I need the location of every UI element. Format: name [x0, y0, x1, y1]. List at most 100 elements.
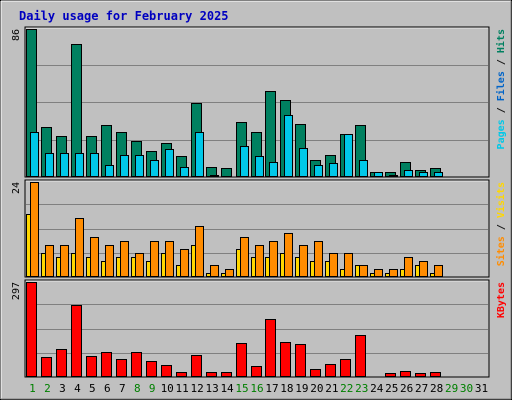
bar-kbytes-day-14 [221, 372, 232, 377]
bar-sites-day-24 [374, 269, 383, 277]
bar-sites-day-25 [389, 269, 398, 277]
bar-kbytes-day-15 [236, 343, 247, 377]
legend: Pages / Files / Hits [495, 29, 507, 149]
bar-files-day-10 [165, 149, 174, 177]
bar-hits-day-14 [221, 168, 232, 177]
legend-entry: / [496, 218, 507, 236]
day-label: 29 [445, 382, 458, 395]
bar-sites-day-2 [45, 245, 54, 277]
y-max-label: 297 [11, 282, 22, 300]
day-label: 7 [119, 382, 126, 395]
bar-files-day-25 [389, 175, 398, 177]
day-label: 19 [295, 382, 308, 395]
bar-kbytes-day-28 [430, 372, 441, 377]
bar-sites-day-4 [75, 218, 84, 277]
bar-files-day-9 [150, 160, 159, 177]
bar-files-day-11 [180, 167, 189, 177]
bar-sites-day-3 [60, 245, 69, 277]
bar-sites-day-13 [210, 265, 219, 277]
series-sites [30, 182, 443, 277]
bar-sites-day-5 [90, 237, 99, 277]
bar-files-day-3 [60, 153, 69, 177]
bar-kbytes-day-22 [340, 359, 351, 377]
bar-kbytes-day-1 [26, 282, 37, 377]
bar-sites-day-15 [240, 237, 249, 277]
legend: Sites / Visits [495, 182, 507, 266]
bar-files-day-16 [255, 156, 264, 177]
bar-files-day-1 [30, 132, 39, 177]
day-label: 18 [280, 382, 293, 395]
day-label: 27 [415, 382, 428, 395]
bar-files-day-28 [434, 172, 443, 177]
day-label: 28 [430, 382, 443, 395]
bar-files-day-17 [269, 162, 278, 177]
day-label: 15 [235, 382, 248, 395]
day-label: 5 [89, 382, 96, 395]
bar-sites-day-19 [299, 245, 308, 277]
bar-files-day-12 [195, 132, 204, 177]
bar-sites-day-6 [105, 245, 114, 277]
bar-sites-day-12 [195, 226, 204, 277]
legend: KBytes [496, 282, 507, 318]
bar-kbytes-day-21 [325, 364, 336, 377]
bar-files-day-2 [45, 153, 54, 177]
bar-sites-day-16 [255, 245, 264, 277]
legend-entry: Files [495, 71, 507, 101]
bar-files-day-15 [240, 146, 249, 177]
bar-kbytes-day-16 [251, 366, 262, 377]
bar-kbytes-day-23 [355, 335, 366, 377]
day-label: 6 [104, 382, 111, 395]
legend-entry: Pages [496, 119, 507, 149]
legend-entry: Hits [495, 29, 507, 53]
bar-sites-day-1 [30, 182, 39, 277]
series-files [30, 115, 443, 177]
bar-sites-day-7 [120, 241, 129, 277]
day-label: 21 [325, 382, 338, 395]
day-label: 23 [355, 382, 368, 395]
panel-hits-files: 86 Pages / Files / Hits [11, 26, 507, 178]
day-label: 30 [460, 382, 473, 395]
day-label: 24 [370, 382, 384, 395]
bar-files-day-5 [90, 153, 99, 177]
bar-kbytes-day-13 [206, 372, 217, 377]
bar-files-day-19 [299, 148, 308, 177]
bar-kbytes-day-26 [400, 371, 411, 377]
y-max-label: 24 [11, 182, 22, 194]
bar-files-day-18 [284, 115, 293, 177]
bar-files-day-4 [75, 153, 84, 177]
bar-files-day-26 [404, 170, 413, 177]
bar-kbytes-day-8 [131, 352, 142, 377]
day-label: 17 [265, 382, 278, 395]
bar-kbytes-day-12 [191, 355, 202, 377]
bar-kbytes-day-10 [161, 365, 172, 377]
day-label: 2 [44, 382, 51, 395]
bar-sites-day-11 [180, 249, 189, 277]
bar-files-day-27 [419, 172, 428, 177]
bar-sites-day-10 [165, 241, 174, 277]
bar-sites-day-18 [284, 233, 293, 277]
bar-files-day-22 [344, 134, 353, 177]
bar-kbytes-day-7 [116, 359, 127, 377]
bar-sites-day-28 [434, 265, 443, 277]
day-label: 8 [134, 382, 141, 395]
bar-files-day-7 [120, 155, 129, 177]
bar-sites-day-14 [225, 269, 234, 277]
day-label: 16 [250, 382, 263, 395]
bar-kbytes-day-17 [265, 319, 276, 377]
legend-entry: Visits [495, 182, 507, 218]
bar-sites-day-17 [269, 241, 278, 277]
day-label: 10 [161, 382, 174, 395]
bar-kbytes-day-27 [415, 373, 426, 377]
bar-kbytes-day-25 [385, 373, 396, 377]
bar-sites-day-23 [359, 265, 368, 277]
bar-files-day-24 [374, 172, 383, 177]
day-label: 12 [191, 382, 204, 395]
bar-sites-day-9 [150, 241, 159, 277]
legend-entry: KBytes [496, 282, 507, 318]
day-label: 4 [74, 382, 81, 395]
bar-kbytes-day-5 [86, 356, 97, 377]
legend-entry: / [496, 53, 507, 71]
day-label: 25 [385, 382, 398, 395]
legend-entry: / [496, 101, 507, 119]
bar-files-day-6 [105, 165, 114, 177]
